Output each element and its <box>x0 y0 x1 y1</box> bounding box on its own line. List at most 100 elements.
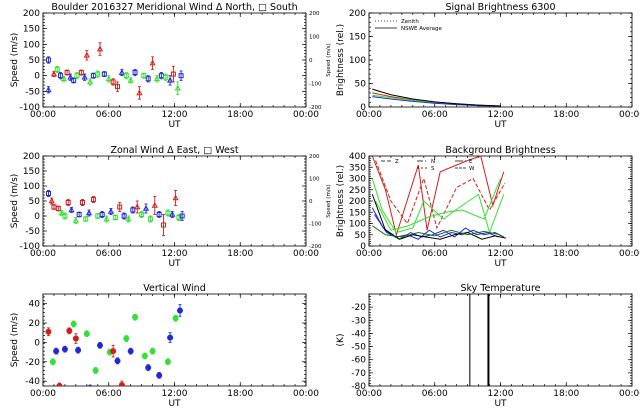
vertical-title: Vertical Wind <box>143 283 205 294</box>
legend-label: Z <box>395 159 399 165</box>
meridional-plot-area <box>45 42 184 100</box>
data-point <box>58 209 65 216</box>
signal-ytick-label: 150 <box>349 33 366 43</box>
vertical-plot-frame <box>42 293 307 387</box>
background-title: Background Brightness <box>445 145 555 156</box>
signal-xlabel: UT <box>494 120 507 130</box>
data-point <box>141 73 147 79</box>
background-plot-area <box>371 156 507 240</box>
signal-title: Signal Brightness 6300 <box>445 2 555 13</box>
signal-xtick-label: 00:00 <box>619 110 640 120</box>
panel-vertical: Vertical Wind -40 -20 0 20 40 Speed (m/s) 00:00… <box>10 283 319 409</box>
sky-plot-frame <box>368 293 633 387</box>
data-point <box>115 84 121 90</box>
vertical-xtick-label: 00:00 <box>293 389 319 399</box>
background-ytick-label: 350 <box>349 163 366 173</box>
zonal-y2tick-label: 100 <box>309 177 320 183</box>
sky-plot-area <box>469 294 490 386</box>
meridional-ytick-label: 200 <box>23 9 40 19</box>
data-point <box>71 77 77 83</box>
data-point <box>121 213 127 219</box>
zonal-ytick-label: 200 <box>23 152 40 162</box>
meridional-y2tick-label: -100 <box>309 82 322 88</box>
data-point <box>103 215 110 222</box>
sky-xtick-label: 00:00 <box>356 389 382 399</box>
meridional-ylabel: Speed (m/s) <box>10 33 20 88</box>
series-line <box>371 156 505 237</box>
data-point <box>118 68 126 75</box>
vertical-xtick-label: 18:00 <box>227 389 253 399</box>
series-line <box>372 88 501 107</box>
data-point <box>169 210 176 217</box>
data-point <box>74 73 80 79</box>
meridional-xtick-label: 18:00 <box>227 110 253 120</box>
zonal-y2tick-label: 200 <box>309 154 320 160</box>
data-point <box>172 315 179 322</box>
vertical-xtick-label: 06:00 <box>96 389 122 399</box>
background-ytick-label: 150 <box>349 208 366 218</box>
data-point <box>179 213 185 219</box>
sky-xlabel: UT <box>494 399 507 409</box>
data-point <box>54 66 60 72</box>
data-point <box>49 358 56 365</box>
zonal-ytick-label: 100 <box>23 182 40 192</box>
meridional-xlabel: UT <box>168 120 181 130</box>
data-point <box>132 70 138 76</box>
zonal-plot-area <box>45 190 185 236</box>
data-point <box>72 216 80 223</box>
meridional-xtick-label: 06:00 <box>96 110 122 120</box>
data-point <box>147 216 153 222</box>
vertical-plot-area <box>45 304 183 386</box>
data-point <box>66 327 73 334</box>
signal-xtick-label: 06:00 <box>422 110 448 120</box>
zonal-xtick-label: 12:00 <box>162 249 188 259</box>
data-point <box>56 383 63 386</box>
data-point <box>178 73 184 79</box>
zonal-xtick-label: 18:00 <box>227 249 253 259</box>
data-point <box>78 70 84 76</box>
data-point <box>92 367 99 374</box>
meridional-ytick-label: 50 <box>29 56 41 66</box>
meridional-y2tick-label: 200 <box>309 11 320 17</box>
signal-ylabel: Brightness (rel.) <box>336 24 346 96</box>
background-xtick-label: 12:00 <box>488 249 514 259</box>
background-ytick-label: 250 <box>349 186 366 196</box>
data-point <box>90 197 96 202</box>
zonal-xtick-label: 06:00 <box>96 249 122 259</box>
legend-label: N <box>431 159 435 165</box>
data-point <box>166 76 174 83</box>
data-point <box>83 51 90 58</box>
legend-label: S <box>431 166 435 172</box>
data-point <box>95 71 101 77</box>
data-point <box>123 73 129 79</box>
meridional-plot-frame <box>42 12 307 108</box>
vertical-ytick-label: 40 <box>29 300 41 310</box>
data-point <box>96 342 103 349</box>
sky-ytick-label: -60 <box>351 356 366 366</box>
data-point <box>149 348 156 355</box>
signal-xtick-label: 18:00 <box>553 110 579 120</box>
data-point <box>87 384 93 386</box>
background-xtick-label: 00:00 <box>619 249 640 259</box>
zonal-xtick-label: 00:00 <box>30 249 56 259</box>
series-line <box>375 160 506 230</box>
signal-xtick-label: 00:00 <box>356 110 382 120</box>
data-point <box>55 206 61 211</box>
meridional-xtick-label: 12:00 <box>162 110 188 120</box>
signal-xtick-label: 12:00 <box>488 110 514 120</box>
data-point <box>145 364 152 371</box>
data-point <box>105 75 112 82</box>
data-point <box>176 307 183 314</box>
data-point <box>165 210 171 216</box>
meridional-y2label: Speed (m/s) <box>326 43 332 76</box>
sky-ytick-label: -80 <box>351 382 366 392</box>
data-point <box>170 71 176 77</box>
sky-ylabel: (K) <box>336 334 346 347</box>
sky-ytick-label: -20 <box>351 303 366 313</box>
data-point <box>58 73 64 79</box>
data-point <box>70 321 77 328</box>
data-point <box>81 73 88 80</box>
vertical-xtick-label: 00:00 <box>30 389 56 399</box>
